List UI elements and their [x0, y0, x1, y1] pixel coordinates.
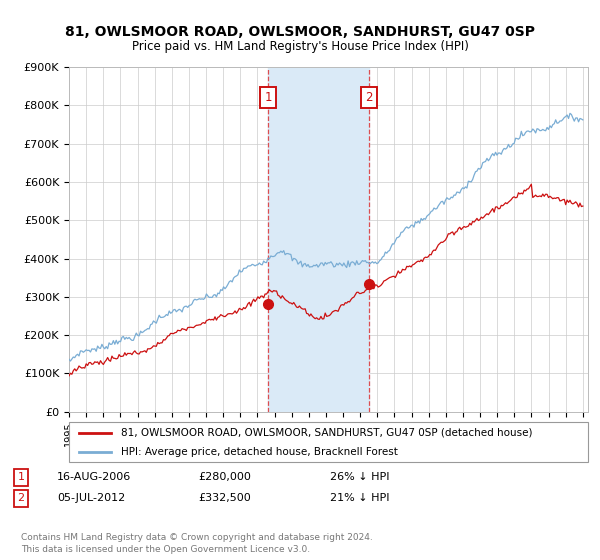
Text: 2: 2 [17, 493, 25, 503]
Text: 1: 1 [17, 472, 25, 482]
Text: Contains HM Land Registry data © Crown copyright and database right 2024.
This d: Contains HM Land Registry data © Crown c… [21, 533, 373, 554]
Text: £280,000: £280,000 [198, 472, 251, 482]
Text: Price paid vs. HM Land Registry's House Price Index (HPI): Price paid vs. HM Land Registry's House … [131, 40, 469, 53]
Text: 81, OWLSMOOR ROAD, OWLSMOOR, SANDHURST, GU47 0SP (detached house): 81, OWLSMOOR ROAD, OWLSMOOR, SANDHURST, … [121, 428, 532, 438]
Text: 05-JUL-2012: 05-JUL-2012 [57, 493, 125, 503]
Text: HPI: Average price, detached house, Bracknell Forest: HPI: Average price, detached house, Brac… [121, 447, 398, 457]
Text: 16-AUG-2006: 16-AUG-2006 [57, 472, 131, 482]
Text: £332,500: £332,500 [198, 493, 251, 503]
Bar [268, 67, 369, 412]
Text: 26% ↓ HPI: 26% ↓ HPI [330, 472, 389, 482]
Text: 1: 1 [265, 91, 272, 104]
Text: 2: 2 [365, 91, 373, 104]
Text: 81, OWLSMOOR ROAD, OWLSMOOR, SANDHURST, GU47 0SP: 81, OWLSMOOR ROAD, OWLSMOOR, SANDHURST, … [65, 25, 535, 39]
Text: 21% ↓ HPI: 21% ↓ HPI [330, 493, 389, 503]
FancyBboxPatch shape [69, 422, 588, 462]
